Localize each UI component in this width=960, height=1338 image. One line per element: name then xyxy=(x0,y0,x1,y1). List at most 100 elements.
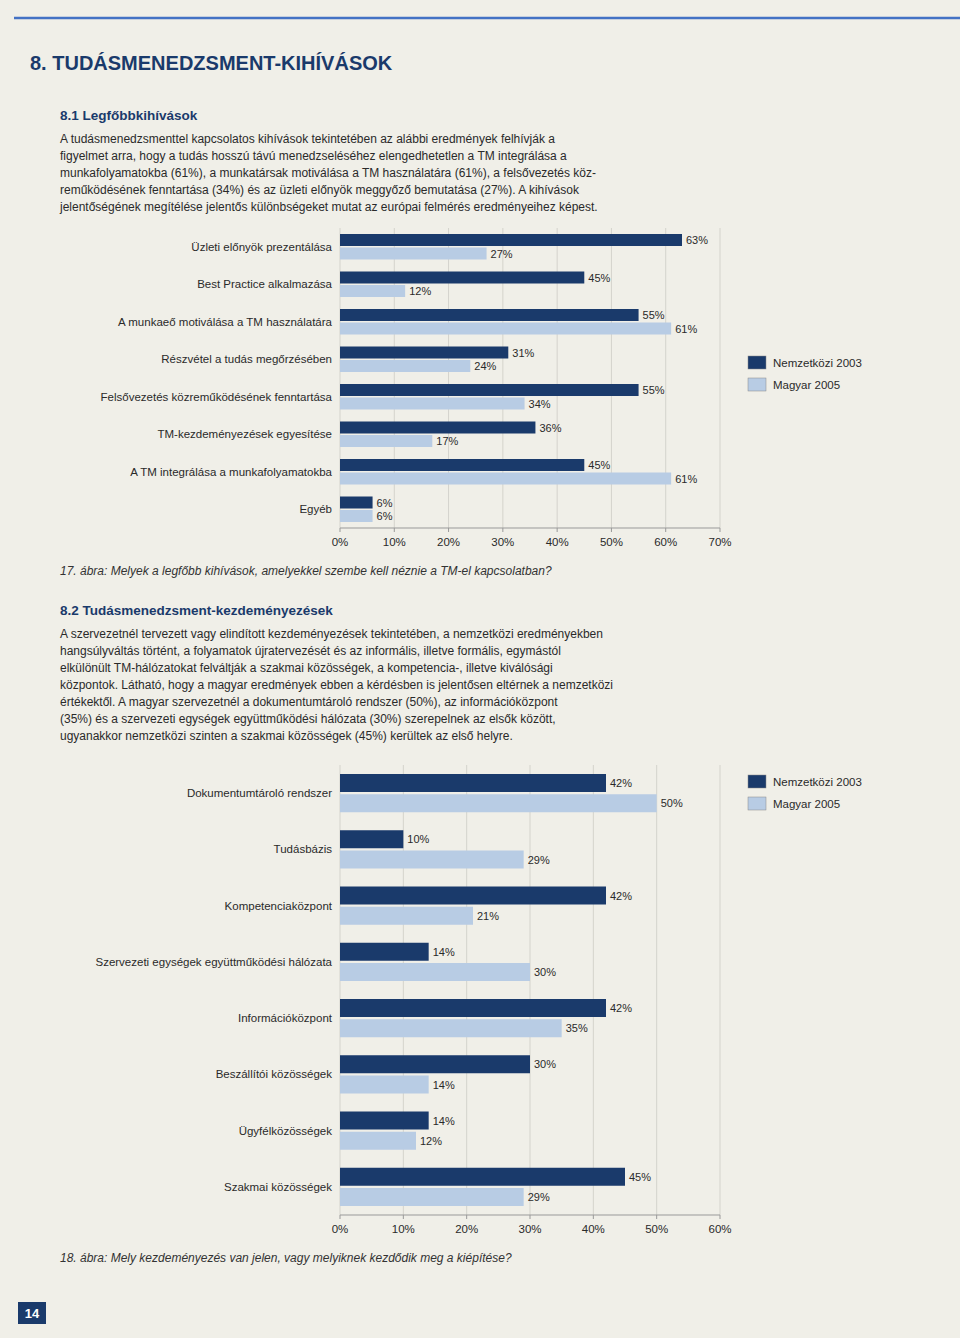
data-label: 63% xyxy=(686,234,708,246)
bar xyxy=(340,1132,416,1150)
footer: 14 xyxy=(18,1302,46,1324)
tick-mark xyxy=(611,528,612,532)
data-label: 24% xyxy=(474,360,496,372)
tick-mark xyxy=(403,1215,404,1219)
data-label: 34% xyxy=(529,398,551,410)
bar xyxy=(340,323,671,335)
tick-mark xyxy=(656,1215,657,1219)
bar xyxy=(340,999,606,1017)
tick-mark xyxy=(466,1215,467,1219)
data-label: 42% xyxy=(610,777,632,789)
bar xyxy=(340,285,405,297)
data-label: 14% xyxy=(433,1079,455,1091)
tick-label: 10% xyxy=(383,536,406,548)
bar xyxy=(340,473,671,485)
category-label: A munkaeő motiválása a TM használatára xyxy=(118,316,333,328)
tick-label: 20% xyxy=(455,1223,478,1235)
bar xyxy=(340,794,657,812)
tick-label: 50% xyxy=(645,1223,668,1235)
body-text: jelentőségének megítélése jelentős külön… xyxy=(59,200,598,214)
grid-line xyxy=(530,765,531,1215)
category-label: Szervezeti egységek együttműködési hálóz… xyxy=(95,956,332,968)
data-label: 61% xyxy=(675,323,697,335)
category-label: Részvétel a tudás megőrzésében xyxy=(161,353,332,365)
tick-mark xyxy=(557,528,558,532)
legend-label: Magyar 2005 xyxy=(773,379,840,391)
bar xyxy=(340,360,470,372)
body-text: elkülönült TM-hálózatokat felváltják a s… xyxy=(60,661,553,675)
bar xyxy=(340,851,524,869)
legend-label: Nemzetközi 2003 xyxy=(773,776,862,788)
tick-label: 10% xyxy=(392,1223,415,1235)
data-label: 12% xyxy=(420,1135,442,1147)
tick-label: 20% xyxy=(437,536,460,548)
tick-mark xyxy=(720,528,721,532)
legend-swatch xyxy=(748,378,766,391)
category-label: Beszállítói közösségek xyxy=(216,1068,333,1080)
top-rule xyxy=(14,17,960,20)
data-label: 14% xyxy=(433,1115,455,1127)
category-label: Információközpont xyxy=(238,1012,333,1024)
data-label: 42% xyxy=(610,1002,632,1014)
legend-swatch xyxy=(748,356,766,369)
data-label: 30% xyxy=(534,1058,556,1070)
data-label: 50% xyxy=(661,797,683,809)
data-label: 45% xyxy=(588,272,610,284)
data-labels: 63%27%45%12%55%61%31%24%55%34%36%17%45%6… xyxy=(377,234,709,522)
bar xyxy=(340,309,639,321)
page-number: 14 xyxy=(25,1306,40,1321)
x-axis-line xyxy=(340,528,720,529)
tick-label: 40% xyxy=(546,536,569,548)
category-label: Üzleti előnyök prezentálása xyxy=(191,241,332,253)
bar xyxy=(340,943,429,961)
tick-mark xyxy=(665,528,666,532)
tick-label: 0% xyxy=(332,536,349,548)
data-label: 27% xyxy=(491,248,513,260)
body-text: központok. Látható, hogy a magyar eredmé… xyxy=(60,678,613,692)
data-label: 45% xyxy=(629,1171,651,1183)
chart: 0%10%20%30%40%50%60%42%50%10%29%42%21%14… xyxy=(95,765,861,1235)
bar xyxy=(340,1168,625,1186)
tick-mark xyxy=(340,528,341,532)
body-text: értékektől. A magyar szervezetnél a doku… xyxy=(60,695,558,709)
tick-label: 30% xyxy=(518,1223,541,1235)
grid-line xyxy=(656,765,657,1215)
tick-mark xyxy=(530,1215,531,1219)
bar xyxy=(340,1188,524,1206)
bar xyxy=(340,459,584,471)
data-label: 35% xyxy=(566,1022,588,1034)
tick-mark xyxy=(340,1215,341,1219)
grid-line xyxy=(720,228,721,528)
bar xyxy=(340,234,682,246)
header: 8. TUDÁSMENEDZSMENT-KIHÍVÁSOK xyxy=(30,52,393,74)
bar xyxy=(340,435,432,447)
chart: 0%10%20%30%40%50%60%70%63%27%45%12%55%61… xyxy=(101,228,862,548)
category-label: TM-kezdeményezések egyesítése xyxy=(158,428,333,440)
data-label: 31% xyxy=(512,347,534,359)
data-label: 6% xyxy=(377,510,393,522)
data-label: 17% xyxy=(436,435,458,447)
tick-mark xyxy=(593,1215,594,1219)
body-text: A tudásmenedzsmenttel kapcsolatos kihívá… xyxy=(60,132,555,146)
bar xyxy=(340,398,525,410)
category-label: Best Practice alkalmazása xyxy=(197,278,332,290)
data-label: 21% xyxy=(477,910,499,922)
bar xyxy=(340,347,508,359)
bar xyxy=(340,887,606,905)
legend-label: Magyar 2005 xyxy=(773,798,840,810)
data-label: 6% xyxy=(377,497,393,509)
bar xyxy=(340,830,403,848)
x-axis-line xyxy=(340,1215,720,1216)
chart-title: 17. ábra: Melyek a legfőbb kihívások, am… xyxy=(60,564,552,578)
page: 8. TUDÁSMENEDZSMENT-KIHÍVÁSOK8.1 Legfőbb… xyxy=(0,0,960,1338)
legend-label: Nemzetközi 2003 xyxy=(773,357,862,369)
body-text: A szervezetnél tervezett vagy elindított… xyxy=(60,627,603,641)
body-text: ugyanakkor nemzetközi szinten a szakmai … xyxy=(60,729,513,743)
bar xyxy=(340,907,473,925)
body-text: (35%) és a szervezeti egységek együttműk… xyxy=(60,712,556,726)
category-label: Dokumentumtároló rendszer xyxy=(187,787,332,799)
body-text: reműködésének fenntartása (34%) és az üz… xyxy=(60,183,580,197)
bar xyxy=(340,1076,429,1094)
grid-line xyxy=(720,765,721,1215)
category-label: Szakmai közösségek xyxy=(224,1181,332,1193)
